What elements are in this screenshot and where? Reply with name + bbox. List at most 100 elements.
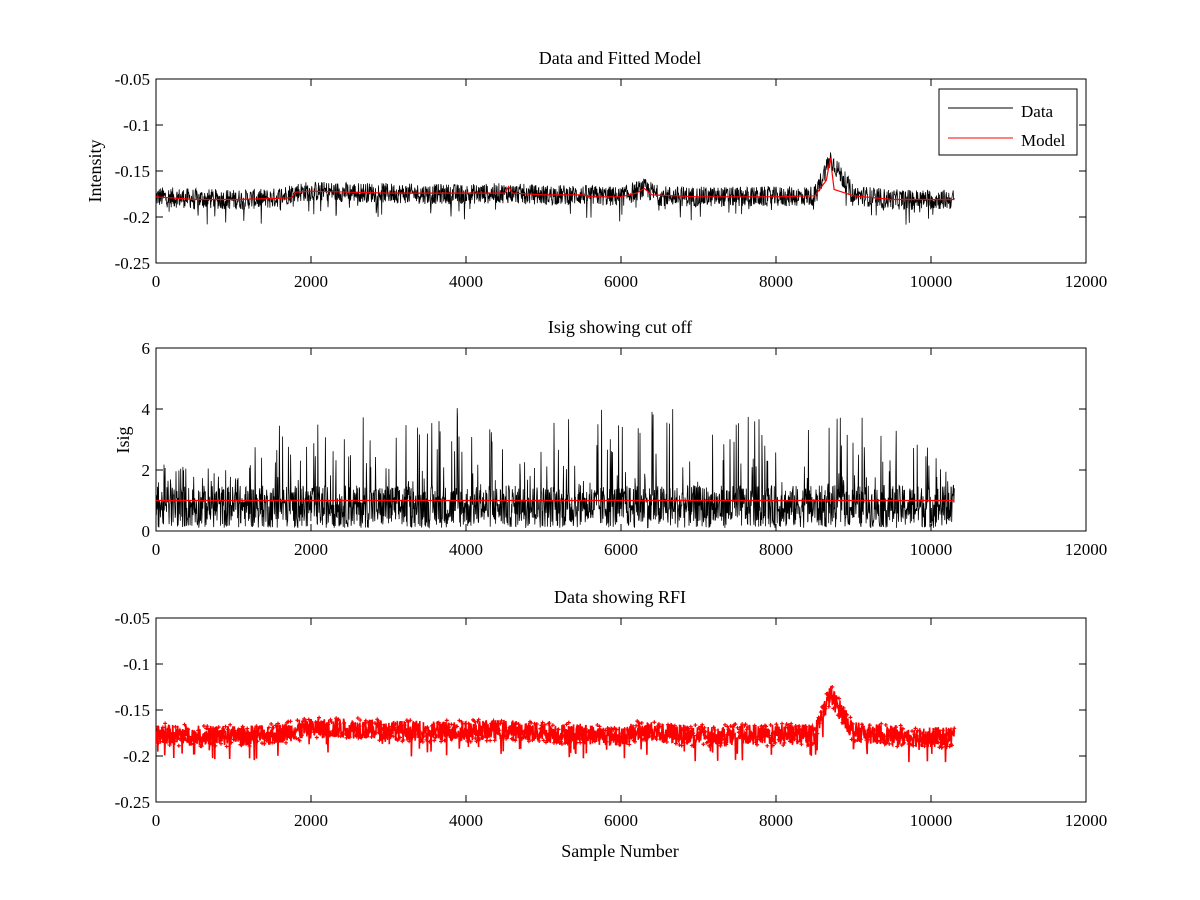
- data-point: [269, 722, 274, 727]
- y-tick-label: -0.15: [115, 701, 150, 720]
- data-point: [320, 720, 325, 725]
- data-point: [416, 723, 421, 728]
- data-point: [314, 735, 319, 740]
- data-point: [538, 726, 543, 731]
- data-point: [627, 742, 632, 747]
- data-point: [350, 727, 355, 732]
- data-point: [944, 741, 949, 746]
- data-point: [343, 732, 348, 736]
- data-point: [369, 734, 374, 739]
- data-point: [457, 718, 462, 723]
- data-point: [423, 726, 428, 731]
- data-point: [225, 727, 230, 732]
- data-point: [898, 723, 903, 728]
- data-point: [862, 729, 867, 734]
- data-point: [943, 744, 948, 749]
- data-point: [319, 726, 324, 731]
- data-point: [574, 740, 579, 745]
- data-point: [385, 735, 390, 740]
- data-point: [465, 739, 470, 744]
- y-tick-label: -0.1: [123, 116, 150, 135]
- data-point: [439, 739, 444, 744]
- x-tick-label: 10000: [910, 272, 953, 291]
- data-point: [258, 731, 263, 736]
- data-point: [697, 727, 702, 732]
- data-point: [630, 730, 635, 735]
- data-point: [213, 743, 218, 748]
- data-point: [765, 743, 770, 748]
- data-point: [161, 730, 166, 735]
- data-point: [895, 744, 900, 749]
- data-point: [643, 737, 648, 742]
- x-tick-label: 8000: [759, 540, 793, 559]
- panel-title: Isig showing cut off: [548, 317, 692, 337]
- data-point: [654, 737, 659, 742]
- data-point: [166, 727, 171, 732]
- data-point: [197, 735, 202, 740]
- data-point: [789, 721, 794, 726]
- data-point: [842, 709, 847, 714]
- data-point: [311, 726, 316, 731]
- data-point: [480, 728, 485, 733]
- data-point: [479, 730, 484, 735]
- data-point: [553, 730, 558, 735]
- data-point: [656, 721, 661, 726]
- data-point: [367, 719, 372, 724]
- data-point: [427, 739, 432, 744]
- data-point: [380, 733, 385, 738]
- data-point: [768, 722, 773, 727]
- data-point: [672, 723, 677, 728]
- data-point: [475, 719, 480, 724]
- data-point: [585, 729, 590, 734]
- data-point: [715, 741, 720, 746]
- data-point: [639, 720, 644, 725]
- data-point: [469, 734, 474, 739]
- data-point: [294, 736, 299, 741]
- tick-group: 0 2000 4000 6000 8000 10000 12000 0 2 4 6: [142, 339, 1108, 559]
- data-point: [829, 695, 834, 700]
- data-point: [175, 728, 180, 733]
- x-tick-label: 12000: [1065, 272, 1108, 291]
- x-axis-label: Sample Number: [561, 841, 678, 861]
- data-point: [615, 735, 620, 740]
- data-point: [449, 722, 454, 727]
- data-point: [778, 736, 783, 741]
- data-point: [466, 721, 471, 726]
- data-point: [559, 741, 564, 746]
- data-point: [713, 738, 718, 743]
- data-point: [712, 728, 717, 733]
- data-point: [299, 733, 304, 738]
- data-point: [774, 722, 779, 727]
- data-point: [857, 728, 862, 733]
- series-group: [156, 408, 955, 529]
- data-point: [371, 733, 376, 738]
- data-point: [723, 722, 728, 727]
- data-point: [949, 743, 954, 748]
- data-point: [567, 740, 572, 745]
- x-tick-label: 10000: [910, 540, 953, 559]
- data-point: [691, 731, 696, 736]
- data-point: [695, 733, 700, 738]
- data-point: [522, 729, 527, 734]
- data-point: [540, 720, 545, 725]
- data-point: [806, 742, 811, 747]
- data-point: [817, 721, 822, 726]
- data-point: [508, 728, 513, 733]
- data-point: [497, 728, 502, 733]
- data-point: [563, 740, 568, 745]
- data-point: [499, 718, 504, 723]
- data-point: [674, 741, 679, 746]
- legend: Data Model: [938, 88, 1078, 156]
- data-point: [189, 741, 194, 746]
- data-point: [951, 729, 956, 734]
- data-point: [744, 727, 749, 732]
- data-point: [363, 718, 368, 723]
- data-point: [376, 718, 381, 723]
- data-point: [489, 721, 494, 726]
- data-point: [505, 734, 510, 739]
- data-point: [663, 736, 668, 741]
- data-point: [315, 721, 320, 726]
- data-point: [167, 743, 172, 748]
- data-point: [565, 741, 570, 746]
- data-point: [692, 743, 697, 748]
